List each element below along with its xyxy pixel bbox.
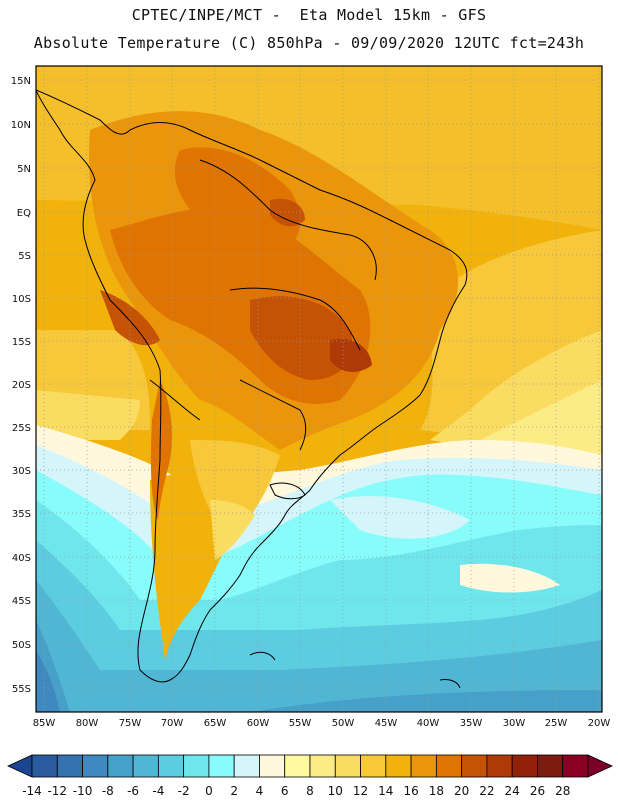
colorbar-swatch <box>208 754 235 778</box>
colorbar-tick-label: 22 <box>479 784 494 798</box>
colorbar-tick-label: 2 <box>230 784 238 798</box>
colorbar-swatch <box>309 754 336 778</box>
colorbar-swatch <box>183 754 210 778</box>
lat-label: 15S <box>12 337 31 348</box>
colorbar-swatch <box>82 754 109 778</box>
colorbar-tick-label: -4 <box>152 784 164 798</box>
colorbar-swatch <box>157 754 185 778</box>
colorbar-swatch <box>284 754 311 778</box>
colorbar-tick-label: -6 <box>127 784 139 798</box>
coastlines <box>36 89 468 689</box>
lat-label: 55S <box>12 684 31 695</box>
lon-label: 70W <box>161 718 184 729</box>
lon-label: 30W <box>503 718 526 729</box>
temperature-field <box>36 66 602 712</box>
colorbar-tick-label: 16 <box>403 784 418 798</box>
colorbar-tick-label: -14 <box>22 784 42 798</box>
colorbar-tick-label: 6 <box>281 784 289 798</box>
colorbar-tick-label: 14 <box>378 784 393 798</box>
colorbar-tick-labels: -14 -12 -10 -8 -6 -4 -2 0 2 4 6 8 10 12 14 16 18 20 22 24 26… <box>22 784 570 798</box>
colorbar-tick-label: -8 <box>102 784 114 798</box>
chart-subtitle: Absolute Temperature (C) 850hPa - 09/09/… <box>33 34 585 52</box>
lon-label: 55W <box>289 718 312 729</box>
lat-label: 30S <box>12 466 31 477</box>
colorbar-tick-label: 0 <box>205 784 213 798</box>
colorbar-tick-label: 24 <box>505 784 520 798</box>
colorbar-tick-label: 20 <box>454 784 469 798</box>
colorbar-tick-label: 8 <box>306 784 314 798</box>
latitude-labels: 15N 10N 5N EQ 5S 10S 15S 20S 25S 30S 35S 40S 45S 50S 5… <box>11 76 31 695</box>
colorbar-swatch <box>461 754 488 778</box>
lat-label: EQ <box>17 208 31 219</box>
colorbar-tick-label: 12 <box>353 784 368 798</box>
lat-label: 40S <box>12 553 31 564</box>
colorbar-arrow-high <box>587 754 613 778</box>
colorbar-arrow-low <box>7 754 33 778</box>
colorbar-tick-label: 18 <box>429 784 444 798</box>
lon-label: 75W <box>119 718 142 729</box>
colorbar-swatch <box>233 754 260 778</box>
colorbar <box>7 754 613 778</box>
colorbar-swatch <box>511 754 538 778</box>
lat-label: 10S <box>12 294 31 305</box>
colorbar-swatch <box>486 754 513 778</box>
colorbar-swatch <box>385 754 412 778</box>
colorbar-swatch <box>107 754 134 778</box>
lat-label: 35S <box>12 509 31 520</box>
lon-label: 60W <box>247 718 270 729</box>
colorbar-tick-label: 28 <box>555 784 570 798</box>
lon-label: 20W <box>588 718 611 729</box>
colorbar-tick-label: 4 <box>256 784 264 798</box>
colorbar-swatch <box>31 754 58 778</box>
colorbar-tick-label: -10 <box>73 784 93 798</box>
lon-label: 80W <box>76 718 99 729</box>
lat-label: 50S <box>12 640 31 651</box>
lat-label: 15N <box>11 76 31 87</box>
colorbar-tick-label: -12 <box>47 784 67 798</box>
lon-label: 65W <box>204 718 227 729</box>
lat-label: 45S <box>12 596 31 607</box>
colorbar-swatch <box>56 754 83 778</box>
colorbar-swatch <box>360 754 387 778</box>
colorbar-tick-label: -2 <box>178 784 190 798</box>
lat-label: 5N <box>17 164 31 175</box>
lat-label: 20S <box>12 380 31 391</box>
colorbar-swatch <box>132 754 159 778</box>
map-frame <box>35 65 603 713</box>
colorbar-swatch <box>562 754 589 778</box>
lon-label: 40W <box>417 718 440 729</box>
lon-label: 85W <box>33 718 56 729</box>
colorbar-swatch <box>537 754 564 778</box>
lat-label: 10N <box>11 120 31 131</box>
lon-label: 35W <box>460 718 483 729</box>
colorbar-tick-label: 10 <box>328 784 343 798</box>
colorbar-swatch <box>435 754 463 778</box>
colorbar-swatch <box>410 754 437 778</box>
colorbar-swatch <box>334 754 361 778</box>
lon-label: 25W <box>545 718 568 729</box>
lat-label: 25S <box>12 423 31 434</box>
lat-label: 5S <box>18 251 31 262</box>
chart-title: CPTEC/INPE/MCT - Eta Model 15km - GFS <box>131 6 487 24</box>
longitude-labels: 85W 80W 75W 70W 65W 60W 55W 50W 45W 40W 35W 30W 25W 2… <box>33 718 611 729</box>
colorbar-tick-label: 26 <box>530 784 545 798</box>
colorbar-swatch <box>259 754 286 778</box>
lon-label: 45W <box>375 718 398 729</box>
lon-label: 50W <box>332 718 355 729</box>
